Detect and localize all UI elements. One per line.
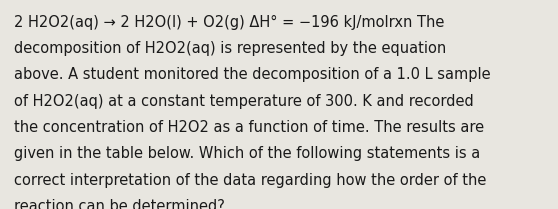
- Text: correct interpretation of the data regarding how the order of the: correct interpretation of the data regar…: [14, 173, 487, 188]
- Text: the concentration of H2O2 as a function of time. The results are: the concentration of H2O2 as a function …: [14, 120, 484, 135]
- Text: above. A student monitored the decomposition of a 1.0 L sample: above. A student monitored the decomposi…: [14, 67, 490, 82]
- Text: given in the table below. Which of the following statements is a: given in the table below. Which of the f…: [14, 146, 480, 161]
- Text: of H2O2(aq) at a constant temperature of 300. K and recorded: of H2O2(aq) at a constant temperature of…: [14, 94, 474, 109]
- Text: decomposition of H2O2(aq) is represented by the equation: decomposition of H2O2(aq) is represented…: [14, 41, 446, 56]
- Text: reaction can be determined?: reaction can be determined?: [14, 199, 225, 209]
- Text: 2 H2O2(aq) → 2 H2O(l) + O2(g) ΔH° = −196 kJ/molrxn The: 2 H2O2(aq) → 2 H2O(l) + O2(g) ΔH° = −196…: [14, 15, 444, 30]
